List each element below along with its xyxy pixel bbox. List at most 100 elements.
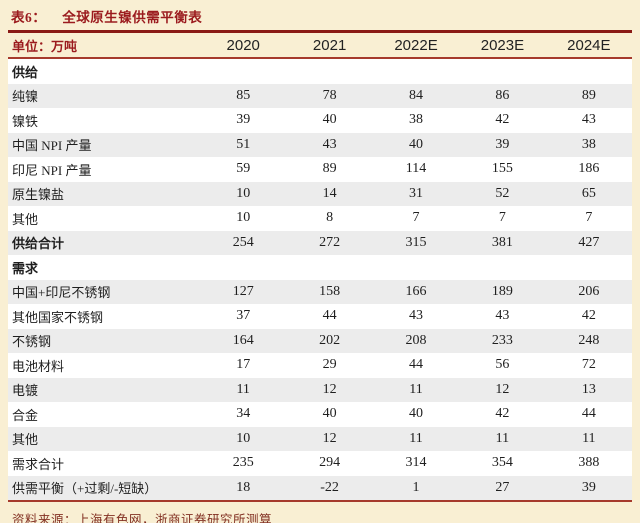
row-value: 34 bbox=[236, 406, 251, 422]
row-value: 72 bbox=[581, 357, 596, 373]
row-label: 供给 bbox=[12, 64, 39, 80]
row-value: 186 bbox=[578, 161, 600, 177]
row-value: 52 bbox=[495, 185, 510, 201]
row-value: 12 bbox=[495, 381, 510, 397]
row-value: 40 bbox=[409, 136, 424, 152]
row-value: 12 bbox=[322, 430, 337, 446]
year-column-header-1: 2021 bbox=[312, 36, 347, 54]
row-value: 84 bbox=[409, 87, 424, 103]
row-value: 17 bbox=[236, 357, 251, 373]
row-value: 388 bbox=[578, 455, 600, 471]
row-value: 37 bbox=[236, 308, 251, 324]
table-body: 供给 纯镍 85 78 84 86 89 镍铁 39 40 38 42 43 中国 NPI 产量 51 43 4… bbox=[8, 59, 632, 502]
row-value: 235 bbox=[232, 455, 254, 471]
row-value: 51 bbox=[236, 136, 251, 152]
page-title: 全球原生镍供需平衡表 bbox=[62, 10, 203, 25]
row-value: 31 bbox=[409, 185, 424, 201]
year-column-header-0: 2020 bbox=[226, 36, 260, 54]
row-value: 40 bbox=[322, 406, 337, 422]
row-value: 44 bbox=[581, 406, 596, 422]
row-value: 11 bbox=[495, 430, 510, 446]
row-value: 43 bbox=[581, 112, 596, 128]
row-value: 78 bbox=[322, 87, 337, 103]
row-value: 39 bbox=[495, 136, 510, 152]
row-value: 18 bbox=[236, 479, 251, 495]
table-row-supply-section: 供给 bbox=[8, 59, 632, 84]
row-value: 43 bbox=[409, 308, 424, 324]
row-value: 7 bbox=[585, 210, 593, 226]
row-value: 294 bbox=[319, 455, 341, 471]
row-value: 248 bbox=[578, 332, 600, 348]
table-row-pure-nickel: 纯镍 85 78 84 86 89 bbox=[8, 83, 632, 108]
row-value: 43 bbox=[322, 136, 337, 152]
row-label: 镍铁 bbox=[12, 113, 39, 129]
row-value: 42 bbox=[495, 406, 510, 422]
table-row-other-countries-stainless: 其他国家不锈钢 37 44 43 43 42 bbox=[8, 304, 632, 329]
row-label: 其他国家不锈钢 bbox=[12, 309, 104, 325]
row-label: 中国+印尼不锈钢 bbox=[12, 285, 111, 301]
row-value: 164 bbox=[232, 332, 254, 348]
row-value: 8 bbox=[326, 210, 334, 226]
row-value: 65 bbox=[581, 185, 596, 201]
row-value: 14 bbox=[322, 185, 337, 201]
row-value: 206 bbox=[578, 283, 600, 299]
row-label: 电池材料 bbox=[12, 358, 65, 374]
table-title: 表6： 全球原生镍供需平衡表 bbox=[8, 5, 632, 30]
row-value: 42 bbox=[495, 112, 510, 128]
row-value: 10 bbox=[236, 185, 251, 201]
table-row-stainless-steel: 不锈钢 164 202 208 233 248 bbox=[8, 328, 632, 353]
table-row-demand-other: 其他 10 12 11 11 11 bbox=[8, 426, 632, 451]
year-column-header-3: 2023E bbox=[480, 36, 525, 54]
table-row-ferronickel: 镍铁 39 40 38 42 43 bbox=[8, 108, 632, 133]
row-value: 10 bbox=[236, 210, 251, 226]
row-label: 合金 bbox=[12, 407, 39, 423]
row-value: 166 bbox=[405, 283, 427, 299]
row-value: 7 bbox=[498, 210, 506, 226]
row-label: 原生镍盐 bbox=[12, 187, 65, 203]
row-label: 电镀 bbox=[12, 383, 39, 399]
row-value: 85 bbox=[236, 87, 251, 103]
table-row-indonesia-npi-output: 印尼 NPI 产量 59 89 114 155 186 bbox=[8, 157, 632, 182]
row-value: 42 bbox=[581, 308, 596, 324]
table-number-tag: 表6： bbox=[11, 10, 47, 25]
row-value: 39 bbox=[236, 112, 251, 128]
row-value: 89 bbox=[581, 87, 596, 103]
unit-label: 单位：万吨 bbox=[12, 38, 78, 54]
row-value: 29 bbox=[322, 357, 337, 373]
row-value: 39 bbox=[581, 479, 596, 495]
table-row-primary-nickel-salt: 原生镍盐 10 14 31 52 65 bbox=[8, 181, 632, 206]
row-value: 59 bbox=[236, 161, 251, 177]
row-label: 需求合计 bbox=[12, 456, 65, 472]
table-row-alloy: 合金 34 40 40 42 44 bbox=[8, 402, 632, 427]
row-value: 11 bbox=[409, 381, 423, 397]
row-value: 114 bbox=[405, 161, 427, 177]
row-value: 7 bbox=[412, 210, 420, 226]
row-value: 13 bbox=[581, 381, 596, 397]
row-label: 其他 bbox=[12, 211, 39, 227]
row-value: 155 bbox=[491, 161, 513, 177]
row-label: 中国 NPI 产量 bbox=[12, 138, 92, 154]
row-value: 40 bbox=[322, 112, 337, 128]
row-label: 不锈钢 bbox=[12, 334, 52, 350]
row-label: 印尼 NPI 产量 bbox=[12, 162, 92, 178]
row-value: 254 bbox=[232, 234, 254, 250]
row-value: 44 bbox=[409, 357, 424, 373]
table-row-supply-total: 供给合计 254 272 315 381 427 bbox=[8, 230, 632, 255]
year-column-header-4: 2024E bbox=[567, 36, 611, 54]
row-value: 202 bbox=[319, 332, 341, 348]
row-value: 315 bbox=[405, 234, 427, 250]
row-value: 56 bbox=[495, 357, 510, 373]
supply-demand-table: 单位：万吨 2020 2021 2022E 2023E 2024E 供给 纯镍 85 78 84… bbox=[8, 30, 632, 502]
row-value: 89 bbox=[322, 161, 337, 177]
row-value: 11 bbox=[409, 430, 423, 446]
row-value: 1 bbox=[412, 479, 420, 495]
row-value: 11 bbox=[582, 430, 596, 446]
row-value: 38 bbox=[581, 136, 596, 152]
row-value: -22 bbox=[320, 479, 339, 495]
row-value: 127 bbox=[232, 283, 254, 299]
row-label: 供给合计 bbox=[12, 236, 65, 252]
table-row-china-indonesia-stainless: 中国+印尼不锈钢 127 158 166 189 206 bbox=[8, 279, 632, 304]
table-row-electroplating: 电镀 11 12 11 12 13 bbox=[8, 377, 632, 402]
row-value: 43 bbox=[495, 308, 510, 324]
